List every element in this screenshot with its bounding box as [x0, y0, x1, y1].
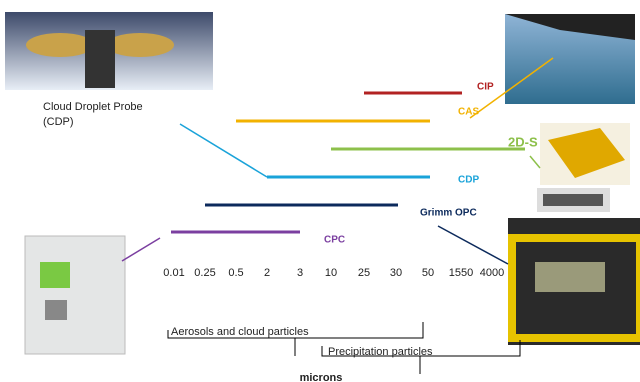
- instrument-label: CPC: [324, 235, 345, 246]
- instrument-label: CDP: [458, 175, 479, 186]
- axis-tick-label: 30: [390, 267, 402, 279]
- photo-aircraft: [505, 14, 635, 104]
- axis-tick-label: 0.25: [194, 267, 215, 279]
- instrument-label: CAS: [458, 107, 479, 118]
- bracket-label: Precipitation particles: [328, 346, 433, 358]
- axis-tick-label: 0.5: [228, 267, 243, 279]
- photo-cpc: [25, 236, 125, 354]
- instrument-label: CIP: [477, 82, 494, 93]
- unit: microns: [300, 372, 343, 382]
- photo-2ds: [537, 123, 630, 212]
- photo-cdp: [5, 12, 213, 90]
- axis-tick-label: 10: [325, 267, 337, 279]
- bracket-label: Aerosols and cloud particles: [171, 326, 309, 338]
- axis-tick-label: 1550: [449, 267, 473, 279]
- instrument-label: Grimm OPC: [420, 208, 477, 219]
- photo-grimm: [508, 218, 640, 345]
- axis-tick-label: 2: [264, 267, 270, 279]
- diagram: Cloud Droplet Probe (CDP) Aerosols and c…: [0, 0, 640, 382]
- axis-tick-label: 0.01: [163, 267, 184, 279]
- axis-tick-label: 50: [422, 267, 434, 279]
- axis-tick-label: 4000: [480, 267, 504, 279]
- caption: (CDP): [43, 116, 74, 128]
- caption: Cloud Droplet Probe: [43, 101, 143, 113]
- axis-tick-label: 3: [297, 267, 303, 279]
- axis-tick-label: 25: [358, 267, 370, 279]
- instrument-label: 2D-S: [508, 134, 538, 149]
